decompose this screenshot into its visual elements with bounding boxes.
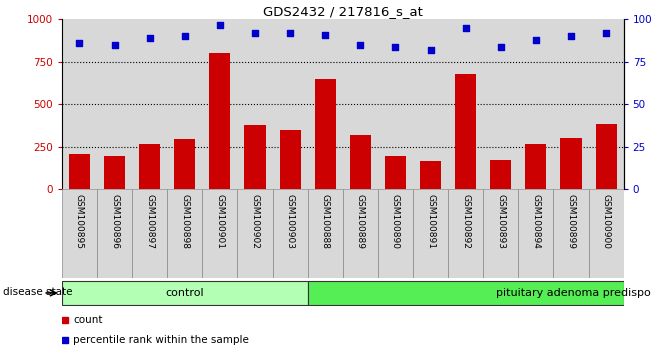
Point (74, 40, 85, 46)
Bar (97, 189, 132, 278)
Text: GSM100903: GSM100903 (286, 194, 295, 249)
Bar (525, 143, 546, 189)
Point (531, 37, 541, 43)
Point (355, 42, 365, 48)
Bar (385, 156, 406, 189)
Text: pituitary adenoma predisposition: pituitary adenoma predisposition (496, 288, 651, 298)
Bar (553, 189, 589, 278)
Text: disease state: disease state (3, 287, 73, 297)
Bar (139, 144, 160, 189)
Text: count: count (73, 315, 103, 325)
Text: GSM100901: GSM100901 (215, 194, 225, 249)
Bar (238, 189, 273, 278)
Bar (561, 138, 581, 189)
Point (109, 42, 120, 48)
Text: GSM100890: GSM100890 (391, 194, 400, 249)
Bar (62, 281, 308, 305)
Point (285, 30, 296, 36)
Bar (210, 53, 230, 189)
Bar (104, 156, 125, 189)
Text: GSM100888: GSM100888 (321, 194, 329, 249)
Point (250, 30, 260, 36)
Text: GSM100900: GSM100900 (602, 194, 611, 249)
Bar (455, 74, 476, 189)
Text: GSM100897: GSM100897 (145, 194, 154, 249)
Text: GSM100891: GSM100891 (426, 194, 435, 249)
Bar (202, 189, 238, 278)
Bar (279, 130, 301, 189)
Point (215, 22, 225, 27)
Bar (167, 189, 202, 278)
Bar (62, 189, 97, 278)
Point (390, 44, 400, 50)
Bar (174, 139, 195, 189)
Bar (490, 160, 511, 189)
Point (320, 32, 331, 38)
Bar (350, 135, 371, 189)
Title: GDS2432 / 217816_s_at: GDS2432 / 217816_s_at (263, 5, 422, 18)
Bar (596, 124, 616, 189)
Point (601, 30, 611, 36)
Text: GSM100896: GSM100896 (110, 194, 119, 249)
Text: GSM100899: GSM100899 (566, 194, 575, 249)
Point (145, 35, 155, 41)
Point (425, 47, 436, 53)
Bar (69, 154, 90, 189)
Bar (448, 189, 483, 278)
Text: GSM100889: GSM100889 (356, 194, 365, 249)
Point (566, 34, 576, 39)
Point (460, 25, 471, 31)
Text: percentile rank within the sample: percentile rank within the sample (73, 335, 249, 345)
Point (495, 44, 506, 50)
Bar (589, 189, 624, 278)
Text: control: control (165, 288, 204, 298)
Bar (314, 79, 336, 189)
Bar (273, 189, 308, 278)
Bar (378, 189, 413, 278)
Text: GSM100895: GSM100895 (75, 194, 84, 249)
Bar (483, 189, 518, 278)
Bar (342, 189, 378, 278)
Bar (420, 160, 441, 189)
Point (180, 34, 190, 39)
Text: GSM100902: GSM100902 (251, 194, 260, 249)
Bar (308, 189, 342, 278)
Text: GSM100892: GSM100892 (461, 194, 470, 249)
Text: GSM100898: GSM100898 (180, 194, 189, 249)
Bar (244, 125, 266, 189)
Text: GSM100893: GSM100893 (496, 194, 505, 249)
Bar (518, 189, 553, 278)
Bar (308, 281, 624, 305)
Bar (132, 189, 167, 278)
Bar (413, 189, 448, 278)
Text: GSM100894: GSM100894 (531, 194, 540, 249)
